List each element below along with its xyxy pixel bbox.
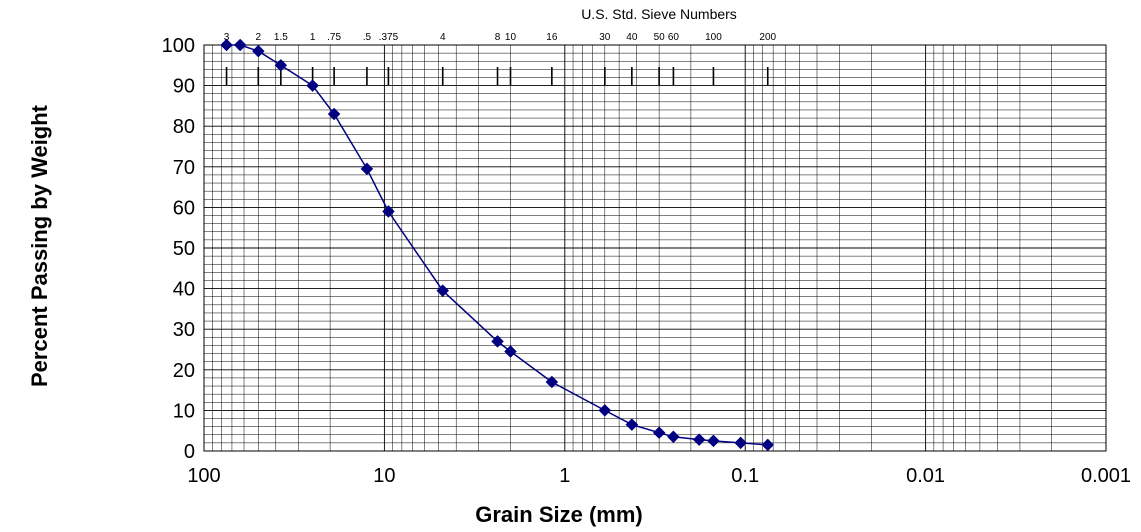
x-tick-label: 0.01 bbox=[906, 465, 945, 487]
sieve-label: 2 bbox=[256, 32, 262, 43]
y-tick-label: 50 bbox=[173, 238, 195, 260]
sieve-label: 1 bbox=[310, 32, 316, 43]
y-tick-label: 20 bbox=[173, 360, 195, 382]
x-tick-label: 10 bbox=[373, 465, 395, 487]
data-point-diamond bbox=[274, 58, 288, 72]
sieve-label: 60 bbox=[668, 32, 680, 43]
sieve-label: 10 bbox=[505, 32, 517, 43]
data-point-diamond bbox=[251, 44, 265, 58]
plot-area-frame bbox=[203, 44, 1107, 452]
data-point-diamond bbox=[382, 205, 395, 218]
y-tick-label: 60 bbox=[173, 197, 195, 219]
x-axis-title: Grain Size (mm) bbox=[475, 502, 642, 527]
y-tick-label: 100 bbox=[162, 35, 195, 57]
x-tick-label: 0.1 bbox=[731, 465, 759, 487]
sieve-label: 1.5 bbox=[274, 32, 288, 43]
data-point-diamond bbox=[652, 426, 666, 440]
sieve-label: 200 bbox=[759, 32, 776, 43]
major-gridlines bbox=[204, 45, 1106, 451]
x-tick-label: 1 bbox=[559, 465, 570, 487]
sieve-axis-title: U.S. Std. Sieve Numbers bbox=[581, 6, 737, 22]
data-point-diamond bbox=[545, 375, 559, 389]
y-tick-label: 10 bbox=[173, 400, 195, 422]
sieve-label: 40 bbox=[626, 32, 638, 43]
x-axis-tick-labels: 100 10 1 0.1 0.01 0.001 bbox=[187, 465, 1131, 487]
data-point-diamond bbox=[233, 38, 247, 52]
data-point-diamond bbox=[625, 418, 639, 431]
y-tick-label: 80 bbox=[173, 116, 195, 138]
y-axis-title: Percent Passing by Weight bbox=[27, 104, 52, 387]
y-tick-label: 90 bbox=[173, 76, 195, 98]
y-axis-tick-labels: 0 10 20 30 40 50 60 70 80 90 100 bbox=[162, 35, 195, 463]
data-point-diamond bbox=[692, 433, 706, 446]
gradation-curve-line bbox=[226, 44, 768, 446]
data-point-diamond bbox=[306, 79, 319, 92]
data-point-diamond bbox=[436, 284, 450, 297]
data-point-diamond bbox=[598, 404, 612, 417]
y-tick-label: 70 bbox=[173, 157, 195, 179]
data-point-diamond bbox=[220, 38, 233, 52]
data-point-diamond bbox=[707, 434, 720, 448]
data-point-diamond bbox=[327, 107, 341, 121]
sieve-label: 50 bbox=[654, 32, 666, 43]
data-point-diamond bbox=[504, 345, 517, 358]
sieve-label: 16 bbox=[546, 32, 558, 43]
data-point-diamond bbox=[761, 438, 775, 452]
data-point-diamond bbox=[734, 436, 747, 450]
sieve-label: .75 bbox=[327, 32, 341, 43]
sieve-label: 100 bbox=[705, 32, 722, 43]
y-tick-label: 40 bbox=[173, 279, 195, 301]
sieve-number-labels: 3 2 1.5 1 .75 .5 .375 4 8 10 16 30 40 50 60 100 200 bbox=[224, 32, 777, 43]
sieve-label: .5 bbox=[363, 32, 372, 43]
sieve-label: 30 bbox=[599, 32, 611, 43]
sieve-label: .375 bbox=[379, 32, 399, 43]
data-point-diamond bbox=[360, 162, 374, 176]
x-tick-label: 100 bbox=[187, 465, 220, 487]
x-tick-label: 0.001 bbox=[1081, 465, 1131, 487]
sieve-label: 3 bbox=[224, 32, 230, 43]
sieve-label: 4 bbox=[440, 32, 446, 43]
y-tick-label: 30 bbox=[173, 319, 195, 341]
data-point-diamond bbox=[667, 430, 680, 444]
data-point-diamond bbox=[491, 335, 504, 348]
y-tick-label: 0 bbox=[184, 441, 195, 463]
sieve-label: 8 bbox=[495, 32, 501, 43]
data-points bbox=[220, 38, 775, 452]
